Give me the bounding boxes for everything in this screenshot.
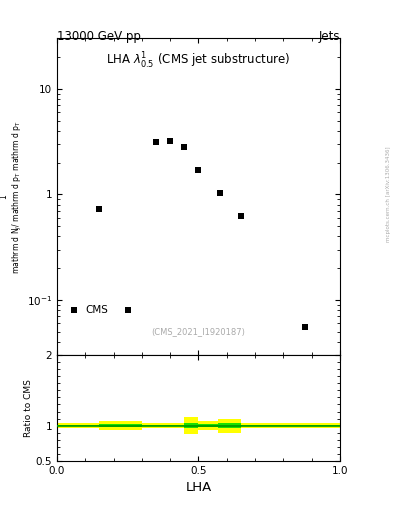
Point bbox=[195, 166, 202, 174]
Text: 13000 GeV pp: 13000 GeV pp bbox=[57, 30, 141, 42]
Point bbox=[167, 137, 173, 145]
Point bbox=[96, 205, 103, 214]
Text: LHA $\lambda^{1}_{0.5}$ (CMS jet substructure): LHA $\lambda^{1}_{0.5}$ (CMS jet substru… bbox=[106, 51, 291, 71]
Point bbox=[71, 306, 77, 314]
Y-axis label: Ratio to CMS: Ratio to CMS bbox=[24, 379, 33, 437]
Point bbox=[153, 138, 159, 146]
Text: mcplots.cern.ch [arXiv:1306.3436]: mcplots.cern.ch [arXiv:1306.3436] bbox=[386, 147, 391, 242]
Text: Jets: Jets bbox=[318, 30, 340, 42]
Point bbox=[217, 189, 223, 198]
Point bbox=[125, 306, 131, 314]
X-axis label: LHA: LHA bbox=[185, 481, 211, 494]
Y-axis label: mathrm d²N
mathrm d p$_\mathrm{T}$ mathrm d lambda
1
mathrm d N$_J$/ mathrm d p$: mathrm d²N mathrm d p$_\mathrm{T}$ mathr… bbox=[0, 120, 24, 274]
Point bbox=[238, 212, 244, 220]
Text: (CMS_2021_I1920187): (CMS_2021_I1920187) bbox=[152, 327, 245, 336]
Point bbox=[301, 323, 308, 331]
Text: CMS: CMS bbox=[85, 305, 108, 315]
Point bbox=[181, 143, 187, 151]
